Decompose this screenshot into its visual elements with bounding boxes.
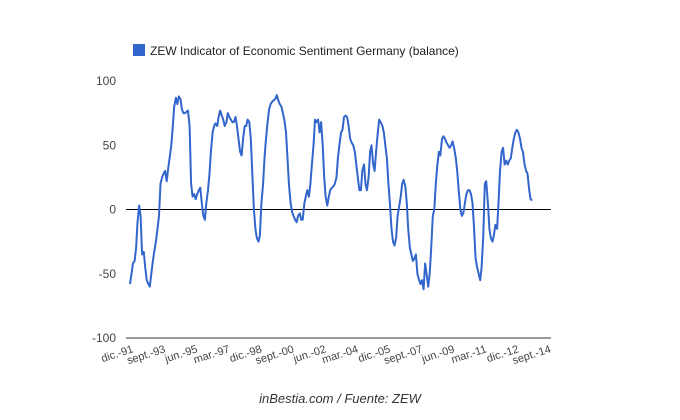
y-tick-label: -50 <box>99 267 117 281</box>
series-group <box>129 94 533 291</box>
legend-label: ZEW Indicator of Economic Sentiment Germ… <box>150 44 459 58</box>
legend-swatch <box>133 44 145 56</box>
y-tick-label: 0 <box>109 203 116 217</box>
x-tick-label: mar.-04 <box>321 343 360 366</box>
y-tick-label: 50 <box>103 138 117 152</box>
y-axis: -100 -50 0 50 100 <box>92 74 116 345</box>
y-tick-label: 100 <box>96 74 116 88</box>
y-tick-label: -100 <box>92 331 116 345</box>
x-tick-label: mar.-97 <box>192 343 231 366</box>
x-axis: dic.-91sept.-93jun.-95mar.-97dic.-98sept… <box>100 343 553 367</box>
legend: ZEW Indicator of Economic Sentiment Germ… <box>133 44 459 58</box>
series-line <box>129 94 533 291</box>
source-note: inBestia.com / Fuente: ZEW <box>259 391 421 406</box>
x-tick-label: mar.-11 <box>450 343 488 366</box>
